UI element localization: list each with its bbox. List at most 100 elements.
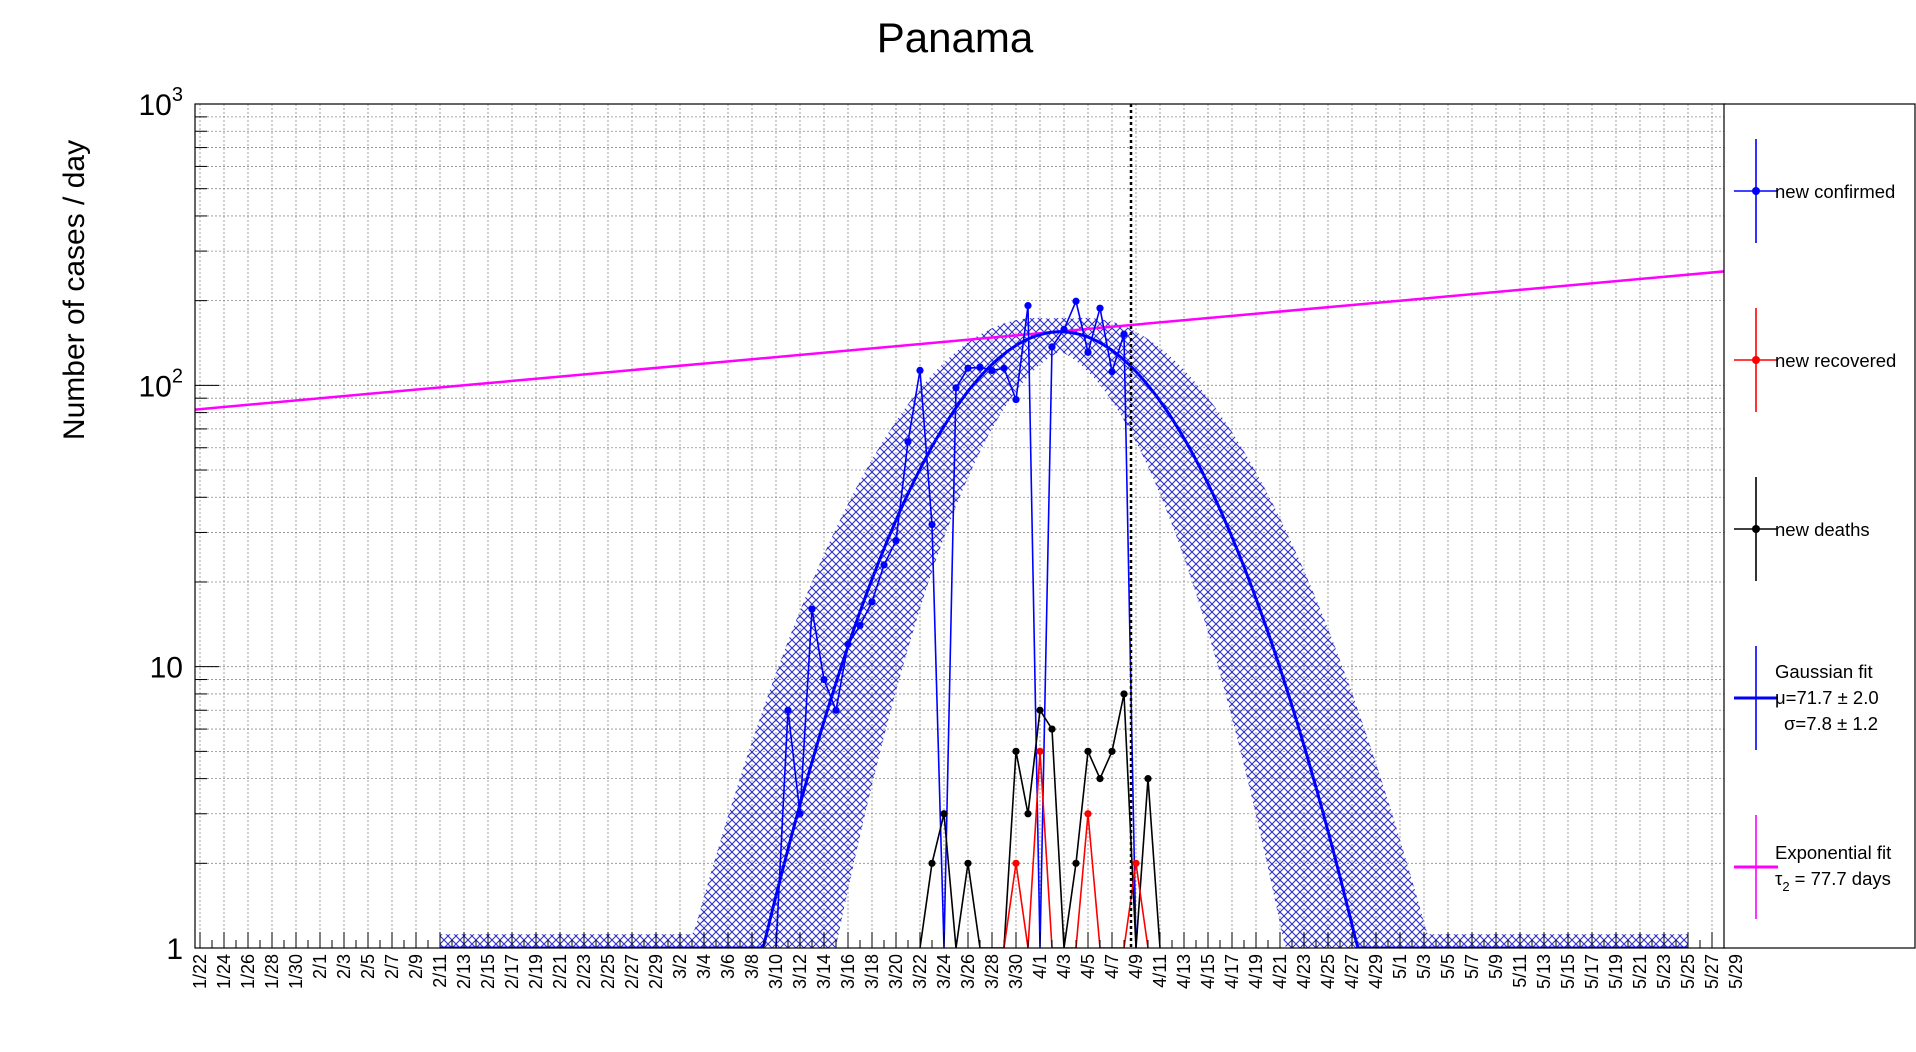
- data-point: [976, 363, 984, 371]
- x-tick-label: 3/4: [694, 954, 714, 979]
- x-tick-label: 1/28: [262, 954, 282, 989]
- gaussian-fit-band: [440, 317, 1688, 948]
- data-point: [844, 640, 852, 648]
- data-point: [1036, 747, 1044, 755]
- x-tick-label: 5/7: [1462, 954, 1482, 979]
- x-tick-label: 2/23: [574, 954, 594, 989]
- legend-label: new recovered: [1775, 350, 1896, 371]
- x-tick-label: 2/5: [358, 954, 378, 979]
- x-tick-label: 4/17: [1222, 954, 1242, 989]
- y-tick-label: 1: [166, 933, 183, 966]
- data-point: [868, 598, 876, 606]
- data-point: [1108, 747, 1116, 755]
- x-tick-label: 5/29: [1726, 954, 1746, 989]
- x-tick-label: 5/23: [1654, 954, 1674, 989]
- x-tick-label: 3/12: [790, 954, 810, 989]
- data-point: [940, 810, 948, 818]
- data-point: [1132, 859, 1140, 867]
- legend-entry-gauss: Gaussian fit μ=71.7 ± 2.0 σ=7.8 ± 1.2: [1734, 646, 1879, 750]
- x-tick-label: 3/16: [838, 954, 858, 989]
- data-point: [1144, 775, 1152, 783]
- data-point: [928, 520, 936, 529]
- legend-marker: [1752, 525, 1760, 533]
- x-tick-label: 1/22: [190, 954, 210, 989]
- legend-label: new confirmed: [1775, 181, 1895, 202]
- x-tick-label: 4/7: [1102, 954, 1122, 979]
- x-tick-label: 3/26: [958, 954, 978, 989]
- legend-label: new deaths: [1775, 519, 1870, 540]
- x-tick-label: 4/5: [1078, 954, 1098, 979]
- data-point: [1048, 725, 1056, 733]
- data-point: [1084, 810, 1092, 818]
- x-tick-label: 3/6: [718, 954, 738, 979]
- legend-label: τ2 = 77.7 days: [1775, 868, 1891, 894]
- gaussian-band-area: [440, 317, 1688, 948]
- x-tick-label: 2/25: [598, 954, 618, 989]
- data-point: [832, 706, 840, 714]
- x-tick-label: 3/28: [982, 954, 1002, 989]
- x-tick-label: 2/11: [430, 954, 450, 988]
- x-tick-label: 3/24: [934, 954, 954, 989]
- x-tick-label: 5/5: [1438, 954, 1458, 979]
- x-tick-label: 2/13: [454, 954, 474, 989]
- x-tick-label: 2/29: [646, 954, 666, 989]
- x-tick-label: 1/30: [286, 954, 306, 989]
- x-tick-label: 3/20: [886, 954, 906, 989]
- x-tick-label: 4/27: [1342, 954, 1362, 989]
- data-point: [916, 366, 924, 375]
- legend-entry-deaths: new deaths: [1734, 477, 1870, 581]
- data-point: [904, 438, 912, 446]
- data-point: [1012, 395, 1020, 404]
- x-tick-label: 5/21: [1630, 954, 1650, 989]
- grid-lines: [195, 104, 1785, 948]
- x-tick-label: 2/1: [310, 954, 330, 979]
- x-tick-label: 4/11: [1150, 954, 1170, 988]
- x-tick-label: 4/13: [1174, 954, 1194, 989]
- legend-marker: [1752, 187, 1760, 195]
- x-tick-label: 5/27: [1702, 954, 1722, 989]
- legend-label: σ=7.8 ± 1.2: [1784, 713, 1878, 734]
- data-point: [1096, 304, 1104, 312]
- y-axis-label: Number of cases / day: [58, 140, 91, 440]
- y-tick-label: 10: [150, 652, 183, 685]
- x-tick-label: 3/18: [862, 954, 882, 989]
- data-point: [988, 366, 996, 375]
- x-tick-label: 2/3: [334, 954, 354, 979]
- legend-label: Exponential fit: [1775, 842, 1891, 863]
- data-point: [796, 810, 804, 818]
- legend: new confirmed new recovered new deaths Gaus…: [1734, 139, 1896, 919]
- data-point: [1012, 859, 1020, 867]
- x-tick-label: 4/19: [1246, 954, 1266, 989]
- x-tick-label: 2/15: [478, 954, 498, 989]
- legend-label: μ=71.7 ± 2.0: [1775, 687, 1879, 708]
- x-tick-label: 3/2: [670, 954, 690, 979]
- data-point: [1048, 343, 1056, 351]
- x-tick-label: 1/24: [214, 954, 234, 989]
- y-tick-label: 103: [139, 84, 184, 122]
- data-point: [856, 621, 864, 630]
- plot-frame: [194, 103, 1726, 949]
- data-point: [1000, 364, 1008, 372]
- data-point: [1036, 706, 1044, 714]
- x-tick-label: 4/23: [1294, 954, 1314, 989]
- x-tick-label: 5/11: [1510, 954, 1530, 988]
- data-point: [1072, 297, 1080, 305]
- x-tick-label: 4/21: [1270, 954, 1290, 989]
- x-tick-label: 4/3: [1054, 954, 1074, 979]
- x-tick-label: 4/15: [1198, 954, 1218, 989]
- series-layer: [195, 104, 1725, 948]
- data-point: [928, 859, 936, 867]
- series-line-new-recovered: [1003, 751, 1149, 948]
- x-tick-label: 5/17: [1582, 954, 1602, 989]
- legend-marker: [1752, 356, 1760, 364]
- data-point: [1024, 302, 1032, 310]
- x-tick-label: 2/27: [622, 954, 642, 989]
- data-point: [1012, 747, 1020, 755]
- data-point: [1120, 690, 1128, 698]
- x-tick-label: 2/7: [382, 954, 402, 979]
- x-tick-label: 5/25: [1678, 954, 1698, 989]
- x-tick-label: 2/9: [406, 954, 426, 979]
- x-tick-label: 1/26: [238, 954, 258, 989]
- data-point: [820, 675, 828, 684]
